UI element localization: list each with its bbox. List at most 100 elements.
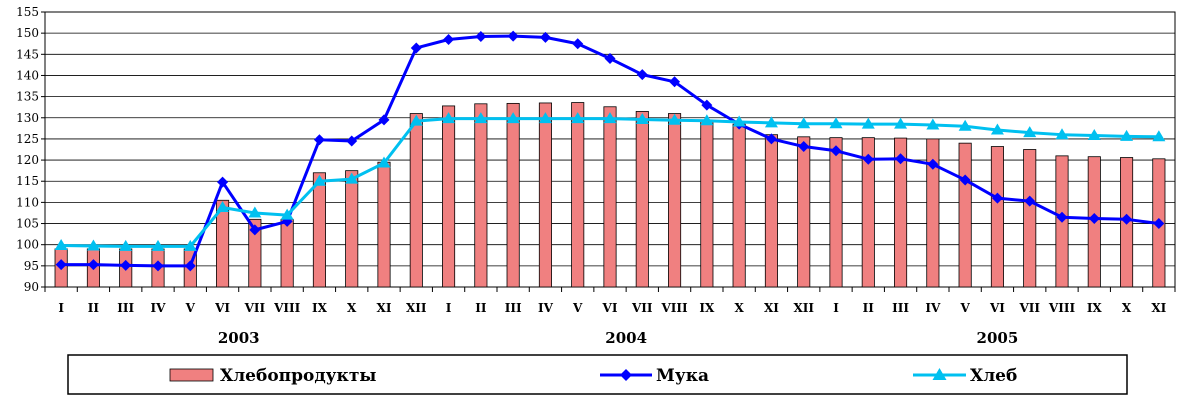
point-triangle — [86, 239, 100, 251]
point-diamond — [346, 135, 358, 147]
y-tick-label: 135 — [16, 90, 39, 104]
bar — [442, 105, 456, 288]
point-triangle — [345, 172, 359, 184]
x-tick-label: VII — [244, 301, 266, 315]
point-triangle — [538, 112, 552, 124]
bar — [377, 161, 391, 288]
x-tick-label: VIII — [273, 301, 301, 315]
point-triangle — [151, 239, 165, 251]
x-tick-label: IX — [699, 301, 715, 315]
bar — [506, 102, 520, 288]
point-triangle — [377, 156, 391, 168]
bar — [668, 113, 682, 288]
x-tick-label: I — [58, 301, 64, 315]
year-label: 2005 — [977, 329, 1019, 347]
y-tick-label: 105 — [16, 217, 39, 231]
x-tick-label: III — [117, 301, 134, 315]
point-diamond — [443, 34, 455, 45]
bar — [990, 146, 1004, 288]
bar — [538, 102, 552, 288]
x-tick-label: XI — [764, 301, 779, 315]
point-triangle — [54, 239, 68, 251]
y-tick-label: 145 — [16, 47, 39, 61]
x-tick-label: X — [734, 301, 744, 315]
bar — [409, 113, 423, 288]
grid-lines — [45, 11, 1175, 267]
point-diamond — [991, 192, 1003, 204]
x-tick-label: V — [959, 301, 970, 315]
y-tick-label: 155 — [16, 5, 39, 19]
point-triangle — [732, 115, 746, 127]
x-tick-label: IX — [312, 301, 328, 315]
bar — [474, 103, 488, 288]
point-triangle — [958, 119, 972, 131]
y-tick-label: 100 — [16, 238, 39, 252]
x-tick-label: III — [505, 301, 522, 315]
point-diamond — [1153, 218, 1165, 230]
legend-label: Хлебопродукты — [220, 366, 376, 386]
x-tick-label: X — [347, 301, 357, 315]
bar — [829, 137, 843, 288]
point-triangle — [442, 112, 456, 124]
x-tick-label: IV — [151, 301, 167, 315]
point-triangle — [119, 239, 133, 251]
x-tick-label: VI — [214, 301, 230, 315]
point-triangle — [603, 112, 617, 124]
point-triangle — [861, 117, 875, 129]
bar — [1023, 149, 1037, 288]
point-triangle — [894, 117, 908, 129]
bar — [700, 119, 714, 288]
point-diamond — [765, 133, 777, 145]
y-tick-label: 130 — [16, 111, 39, 125]
y-axis: 90 95 100 105 110 115 120 125 130 135 140 145 150 155 — [16, 5, 45, 294]
x-tick-label: IX — [1087, 301, 1103, 315]
bar — [216, 199, 230, 288]
legend-marker-triangle — [932, 368, 947, 380]
x-tick-label: VI — [602, 301, 618, 315]
point-diamond — [378, 114, 390, 126]
x-tick-label: VIII — [1048, 301, 1076, 315]
x-tick-label: III — [892, 301, 909, 315]
bar — [280, 218, 294, 288]
x-tick-label: IV — [925, 301, 941, 315]
y-tick-label: 120 — [16, 153, 39, 167]
bar — [571, 102, 585, 288]
legend-label: Мука — [656, 366, 709, 386]
point-triangle — [1087, 129, 1101, 141]
point-diamond — [249, 224, 261, 236]
point-diamond — [410, 42, 422, 54]
point-diamond — [862, 153, 874, 165]
x-tick-label: II — [88, 301, 100, 315]
y-tick-label: 115 — [16, 174, 39, 188]
point-diamond — [507, 30, 519, 42]
x-tick-label: I — [446, 301, 452, 315]
point-triangle — [1055, 128, 1069, 140]
y-tick-label: 90 — [24, 280, 39, 294]
point-diamond — [539, 31, 551, 43]
x-tick-label: XII — [406, 301, 427, 315]
point-triangle — [1120, 129, 1134, 141]
line-series — [54, 30, 1166, 272]
year-axis: 2003 2004 2005 — [218, 329, 1018, 347]
x-tick-label: V — [572, 301, 583, 315]
point-diamond — [1088, 212, 1100, 224]
y-tick-label: 95 — [24, 259, 39, 273]
point-diamond — [1024, 195, 1036, 207]
point-diamond — [604, 53, 616, 65]
x-tick-label: V — [185, 301, 196, 315]
point-triangle — [183, 239, 197, 251]
point-triangle — [1152, 130, 1166, 142]
point-triangle — [312, 174, 326, 186]
bar — [797, 136, 811, 288]
x-tick-label: X — [1122, 301, 1132, 315]
point-diamond — [55, 259, 67, 271]
point-triangle — [216, 200, 230, 212]
point-diamond — [701, 99, 713, 111]
point-triangle — [1023, 126, 1037, 138]
bar — [635, 111, 649, 288]
legend-swatch-bar — [169, 368, 214, 382]
point-diamond — [217, 176, 229, 188]
point-diamond — [313, 134, 325, 146]
bar — [894, 137, 908, 288]
